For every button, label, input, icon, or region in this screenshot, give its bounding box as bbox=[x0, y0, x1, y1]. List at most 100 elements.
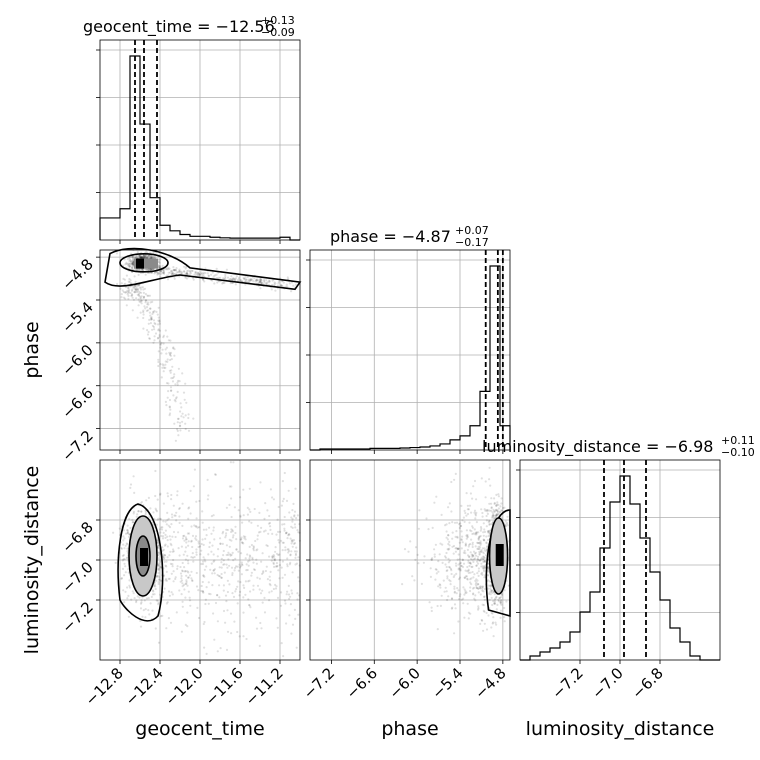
scatter-point bbox=[132, 592, 135, 595]
scatter-point bbox=[493, 497, 496, 500]
scatter-point bbox=[460, 547, 463, 550]
scatter-point bbox=[126, 293, 129, 296]
contour-outer bbox=[485, 509, 511, 618]
scatter-point bbox=[248, 487, 251, 490]
scatter-point bbox=[244, 275, 247, 278]
scatter-point bbox=[280, 504, 283, 507]
scatter-point bbox=[164, 329, 167, 332]
scatter-point bbox=[160, 615, 163, 618]
scatter-point bbox=[139, 311, 142, 314]
scatter-point bbox=[492, 508, 495, 511]
scatter-point bbox=[457, 620, 460, 623]
scatter-point bbox=[205, 586, 208, 589]
scatter-point bbox=[176, 567, 179, 571]
scatter-point bbox=[237, 550, 240, 553]
scatter-point bbox=[473, 509, 477, 512]
scatter-point bbox=[260, 279, 263, 282]
scatter-point bbox=[230, 632, 233, 635]
scatter-point bbox=[130, 262, 134, 265]
scatter-point bbox=[191, 545, 194, 549]
scatter-point bbox=[172, 530, 176, 534]
scatter-point bbox=[474, 531, 477, 535]
scatter-point bbox=[129, 279, 132, 282]
scatter-point bbox=[196, 271, 199, 274]
scatter-point bbox=[279, 530, 282, 534]
scatter-point bbox=[448, 566, 452, 569]
scatter-point bbox=[463, 576, 466, 579]
scatter-point bbox=[484, 496, 487, 499]
scatter-point bbox=[126, 556, 129, 559]
scatter-point bbox=[235, 565, 238, 568]
scatter-point bbox=[454, 607, 457, 610]
scatter-point bbox=[131, 260, 135, 263]
scatter-point bbox=[252, 561, 255, 564]
scatter-point bbox=[475, 498, 478, 501]
scatter-point bbox=[273, 565, 276, 569]
scatter-point bbox=[291, 545, 294, 548]
scatter-point bbox=[161, 537, 165, 540]
scatter-point bbox=[142, 291, 145, 294]
scatter-point bbox=[194, 535, 198, 538]
scatter-point bbox=[142, 254, 145, 257]
scatter-point bbox=[172, 394, 175, 397]
scatter-point bbox=[282, 541, 285, 544]
scatter-point bbox=[159, 579, 163, 582]
scatter-point bbox=[458, 541, 461, 544]
scatter-point bbox=[234, 590, 237, 593]
scatter-point bbox=[436, 604, 439, 608]
scatter-point bbox=[130, 266, 134, 269]
scatter-point bbox=[229, 278, 232, 281]
scatter-point bbox=[187, 413, 190, 416]
scatter-point bbox=[172, 375, 176, 378]
scatter-point bbox=[184, 422, 187, 425]
scatter-point bbox=[445, 569, 448, 573]
scatter-point bbox=[207, 602, 210, 605]
scatter-point bbox=[438, 553, 441, 556]
scatter-point bbox=[244, 557, 247, 560]
scatter-point bbox=[157, 328, 160, 331]
scatter-point bbox=[212, 514, 215, 517]
scatter-point bbox=[175, 271, 178, 274]
scatter-point bbox=[201, 272, 204, 275]
scatter-point bbox=[454, 535, 457, 539]
scatter-point bbox=[477, 567, 480, 570]
scatter-point bbox=[217, 574, 220, 578]
scatter-point bbox=[263, 279, 266, 283]
scatter-point bbox=[455, 521, 459, 524]
scatter-point bbox=[158, 320, 161, 323]
title-phase-plus: +0.07 bbox=[455, 224, 489, 237]
scatter-point bbox=[176, 428, 179, 431]
scatter-point bbox=[124, 291, 128, 294]
scatter-point bbox=[295, 546, 298, 549]
scatter-point bbox=[276, 596, 280, 600]
scatter-point bbox=[252, 280, 255, 283]
scatter-point bbox=[149, 255, 152, 258]
scatter-point bbox=[165, 560, 168, 563]
scatter-point bbox=[219, 542, 222, 545]
scatter-point bbox=[139, 619, 142, 623]
scatter-point bbox=[283, 527, 286, 530]
scatter-point bbox=[161, 269, 164, 272]
scatter-point bbox=[123, 558, 126, 561]
scatter-point bbox=[164, 360, 167, 363]
scatter-point bbox=[438, 583, 441, 586]
scatter-point bbox=[495, 504, 498, 507]
scatter-point bbox=[250, 543, 253, 547]
scatter-point bbox=[219, 542, 222, 546]
scatter-point bbox=[469, 586, 472, 589]
scatter-point bbox=[248, 579, 251, 582]
scatter-point bbox=[238, 563, 241, 566]
scatter-point bbox=[234, 283, 237, 286]
scatter-point bbox=[500, 516, 503, 519]
scatter-point bbox=[142, 327, 145, 330]
scatter-point bbox=[126, 263, 129, 266]
scatter-point bbox=[445, 590, 448, 593]
scatter-point bbox=[286, 557, 289, 560]
scatter-point bbox=[144, 273, 147, 276]
scatter-point bbox=[277, 280, 280, 283]
scatter-point bbox=[216, 555, 219, 558]
scatter-point bbox=[475, 581, 478, 584]
y-axis-label-phase: phase bbox=[21, 321, 43, 378]
scatter-point bbox=[291, 571, 294, 574]
